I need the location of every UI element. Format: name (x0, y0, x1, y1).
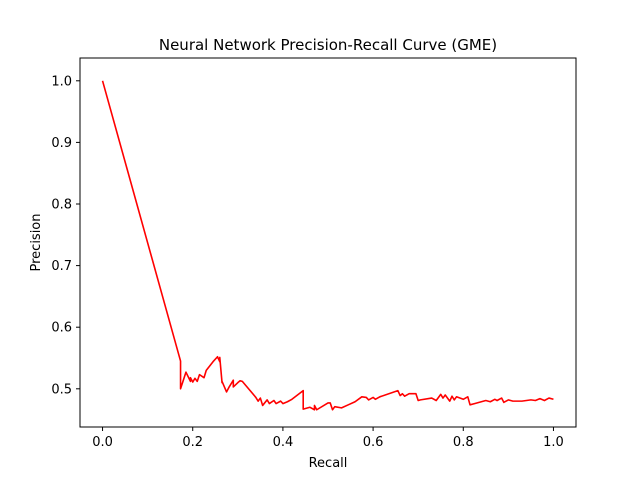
x-tick-label: 0.6 (363, 435, 384, 450)
x-tick-label: 0.2 (182, 435, 203, 450)
y-tick-label: 0.5 (51, 382, 72, 397)
y-tick-label: 0.6 (51, 321, 72, 336)
pr-curve-line (101, 80, 554, 411)
x-tick-label: 0.0 (92, 435, 113, 450)
y-tick-label: 1.0 (51, 74, 72, 89)
x-tick-label: 0.8 (453, 435, 474, 450)
y-tick-label: 0.8 (51, 197, 72, 212)
y-tick-label: 0.9 (51, 136, 72, 151)
plot-area (101, 80, 554, 411)
x-tick-label: 1.0 (543, 435, 564, 450)
chart-title: Neural Network Precision-Recall Curve (G… (159, 36, 497, 54)
x-tick-label: 0.4 (273, 435, 294, 450)
y-axis: 0.5 0.6 0.7 0.8 0.9 1.0 (51, 74, 80, 397)
x-axis-label: Recall (309, 456, 348, 471)
x-axis: 0.0 0.2 0.4 0.6 0.8 1.0 (92, 427, 564, 450)
plot-frame (79, 57, 577, 428)
y-tick-label: 0.7 (51, 259, 72, 274)
y-axis-label: Precision (29, 213, 44, 271)
